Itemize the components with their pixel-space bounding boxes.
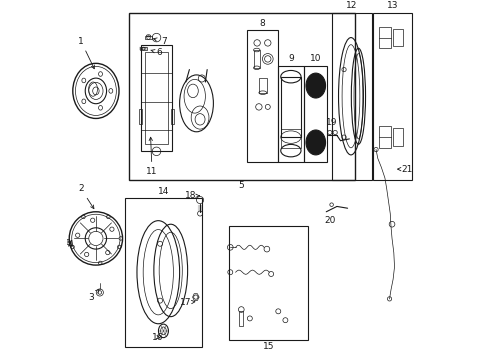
Text: 9: 9 [287, 54, 293, 63]
Bar [141, 45, 171, 151]
Text: 13: 13 [386, 1, 397, 10]
Ellipse shape [305, 130, 325, 155]
Text: 11: 11 [146, 137, 158, 176]
Bar [258, 78, 266, 93]
Bar [331, 13, 372, 180]
Bar [144, 52, 168, 144]
Bar [253, 50, 260, 68]
Ellipse shape [305, 73, 325, 98]
Text: 19: 19 [325, 118, 337, 127]
Bar [280, 129, 301, 148]
Bar [304, 66, 326, 162]
Text: 6: 6 [150, 48, 162, 57]
Bar [247, 31, 277, 162]
Bar [138, 109, 142, 123]
Text: 18: 18 [184, 191, 199, 200]
Ellipse shape [308, 77, 322, 94]
Text: 5: 5 [238, 181, 244, 190]
Text: 21: 21 [397, 165, 412, 174]
Text: 15: 15 [262, 342, 274, 351]
Text: 4: 4 [67, 240, 73, 249]
Bar [392, 29, 403, 46]
Bar [140, 47, 147, 50]
Text: 16: 16 [151, 333, 163, 342]
Bar [239, 311, 243, 325]
Bar [129, 13, 354, 180]
Bar [280, 77, 301, 137]
Bar [378, 126, 390, 148]
Bar [378, 27, 390, 48]
Text: 12: 12 [346, 1, 357, 10]
Bar [277, 66, 304, 162]
Text: 2: 2 [78, 184, 94, 209]
Text: 7: 7 [153, 37, 166, 46]
Text: 20: 20 [324, 216, 335, 225]
Text: 1: 1 [78, 37, 94, 69]
Bar [392, 128, 402, 146]
Text: 14: 14 [158, 186, 169, 195]
Bar [372, 13, 411, 180]
Text: 3: 3 [88, 289, 99, 302]
Bar [125, 198, 202, 347]
Bar [171, 109, 174, 123]
Bar [228, 226, 308, 340]
Ellipse shape [308, 134, 322, 150]
Text: 10: 10 [309, 54, 321, 63]
Text: 17: 17 [180, 298, 195, 307]
Text: 8: 8 [259, 19, 265, 28]
Bar [144, 36, 152, 39]
